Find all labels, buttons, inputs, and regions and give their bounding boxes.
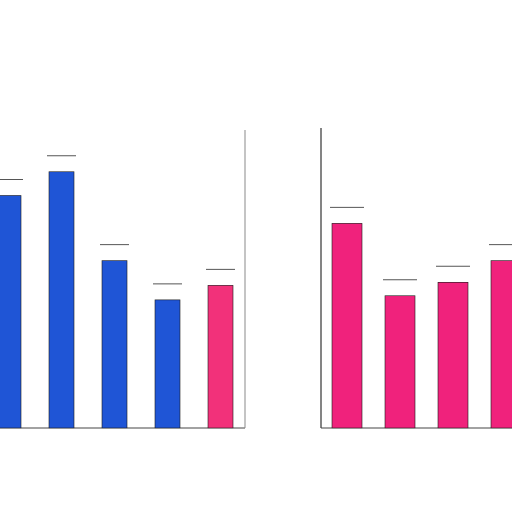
left-bar-2 bbox=[101, 260, 128, 429]
left-bar-3 bbox=[154, 299, 181, 429]
left-bar-4 bbox=[207, 285, 234, 429]
left-bar-1 bbox=[48, 171, 75, 429]
right-bar-1 bbox=[384, 295, 416, 429]
left-bar-0 bbox=[0, 195, 22, 429]
right-bar-3 bbox=[490, 260, 512, 429]
right-bar-2 bbox=[437, 281, 469, 429]
right-bar-0 bbox=[331, 223, 363, 429]
